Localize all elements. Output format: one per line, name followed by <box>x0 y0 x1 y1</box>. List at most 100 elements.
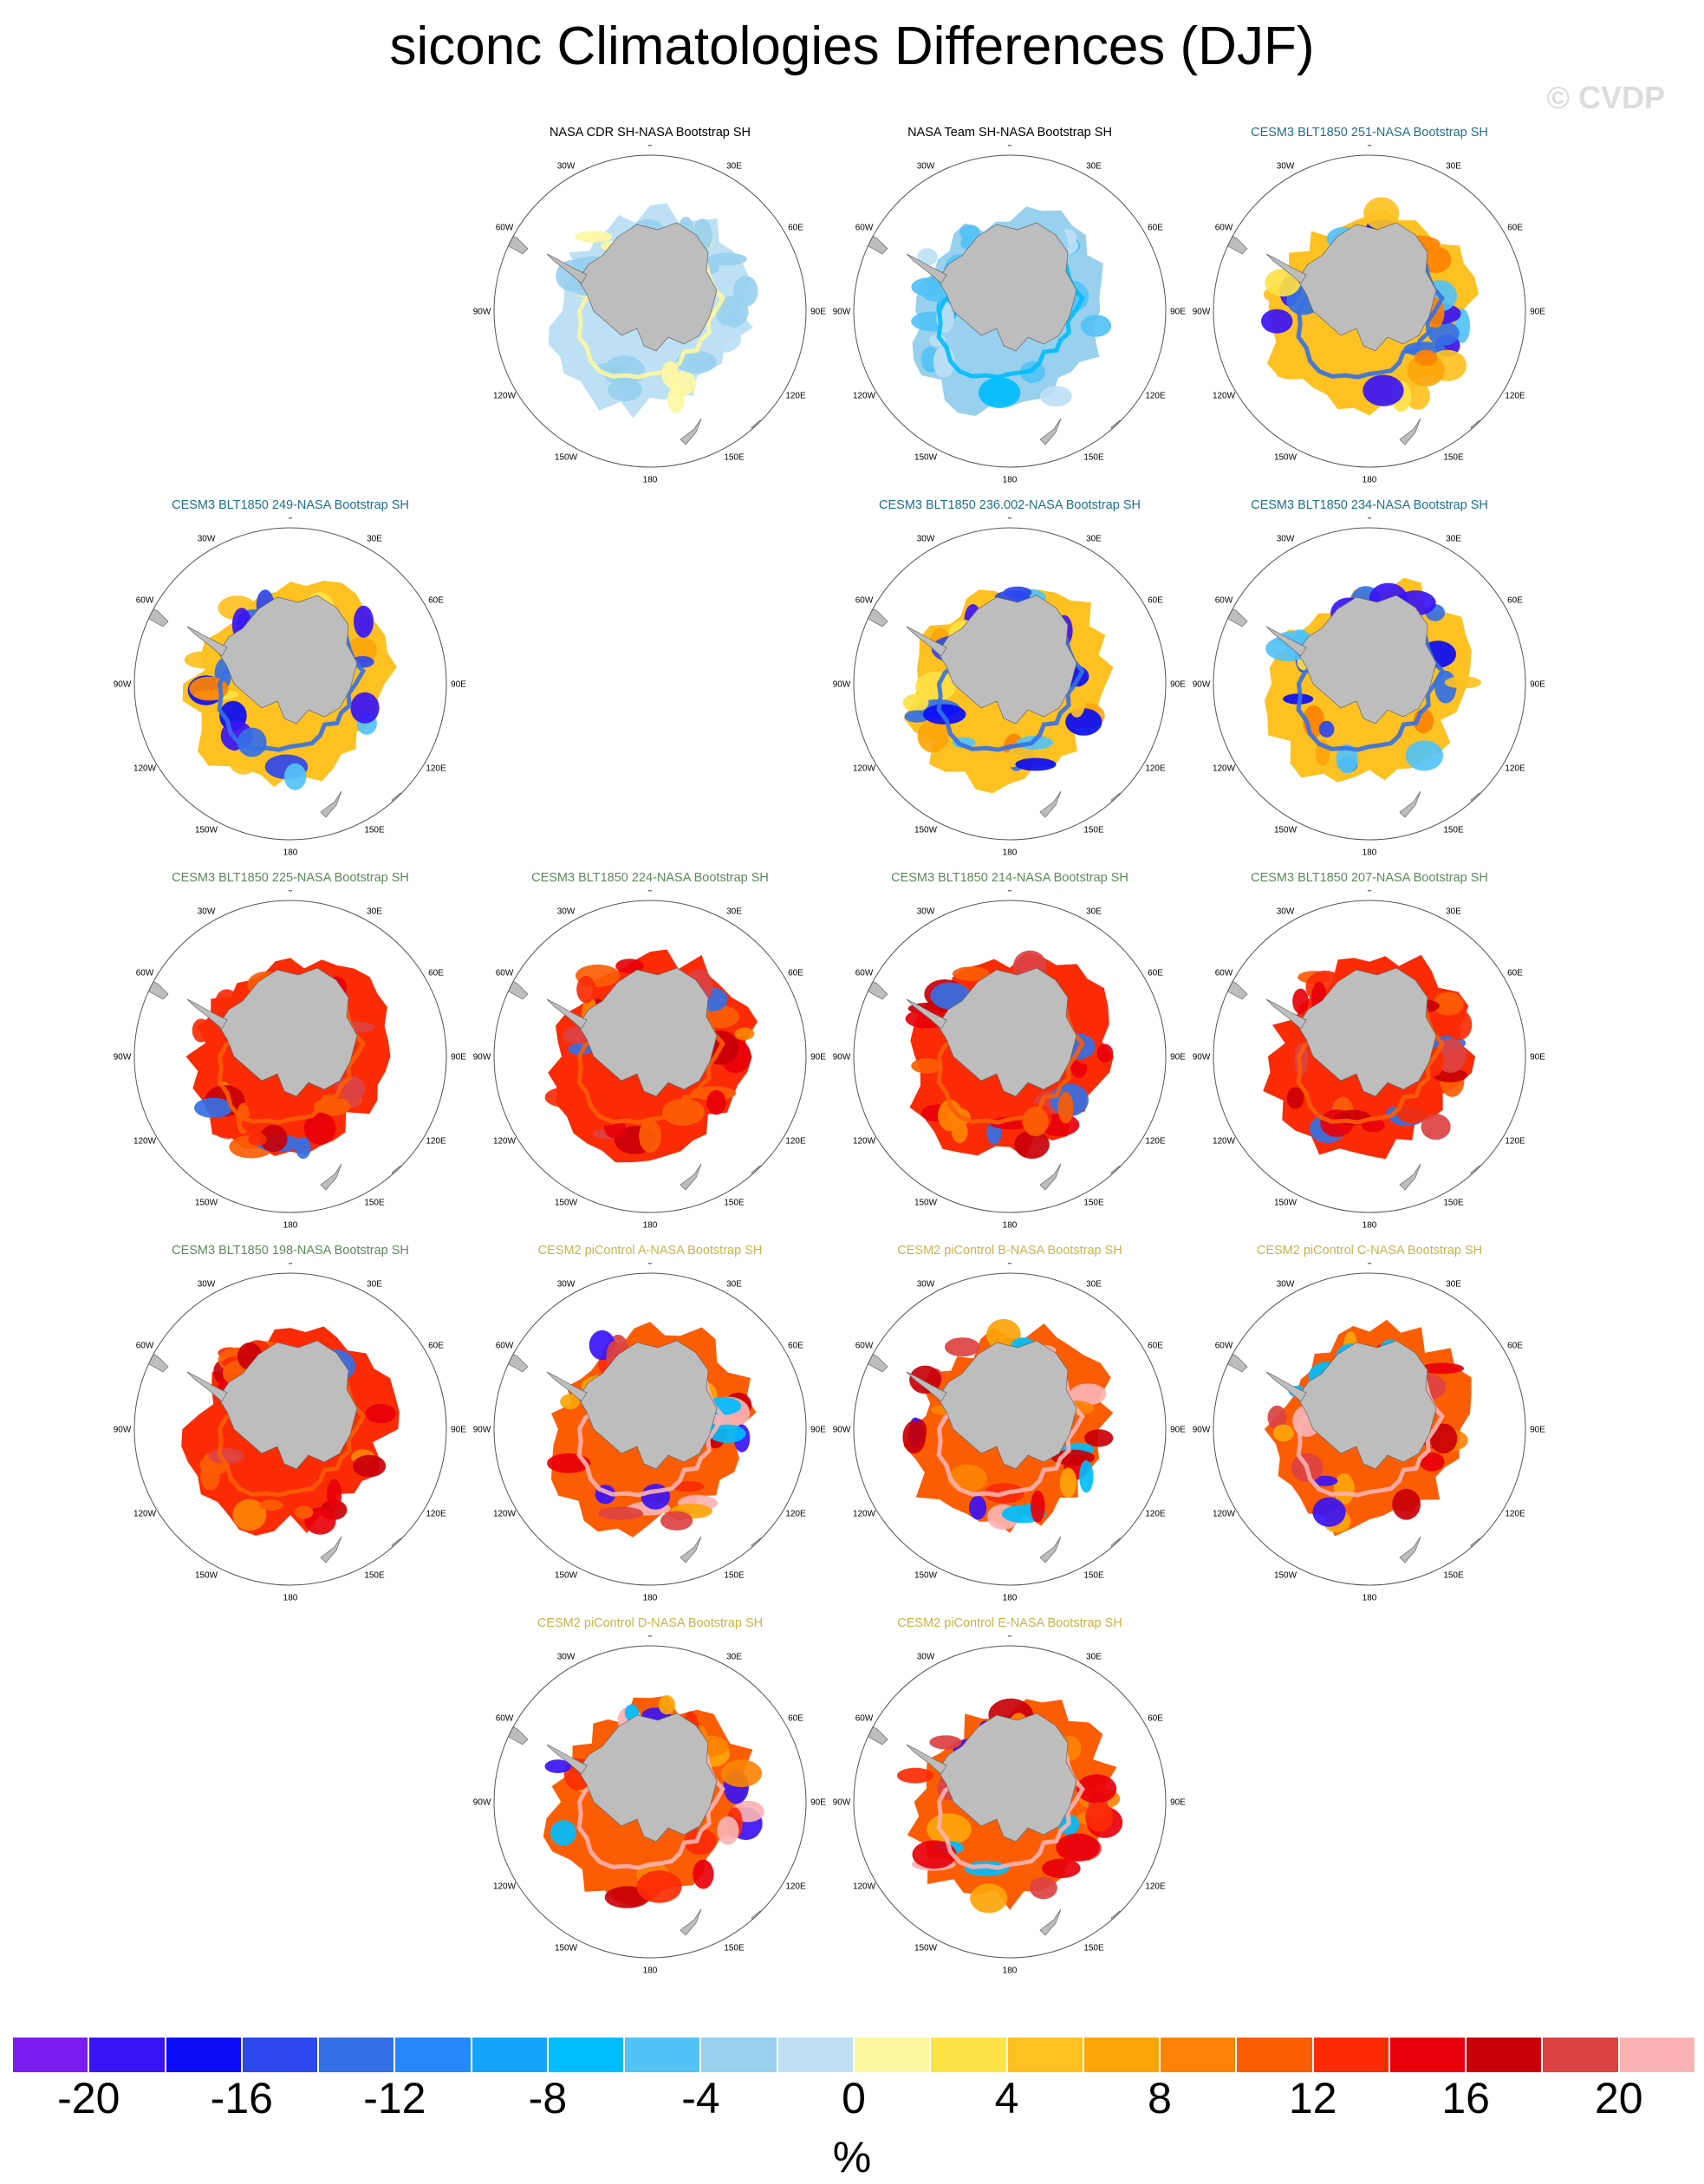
longitude-label: 60W <box>496 1342 514 1351</box>
panel-title: CESM3 BLT1850 198-NASA Bootstrap SH <box>172 1244 409 1258</box>
longitude-label: 0 <box>1367 1263 1372 1267</box>
antarctica-landmass <box>937 595 1077 725</box>
longitude-label: 90W <box>1193 680 1211 690</box>
longitude-label: 150E <box>724 1199 745 1208</box>
colorbar-box <box>930 2037 1007 2073</box>
polar-map: 0 30E 60E 90E 120E 150E 180 150W 120W 90W 60W 30W <box>1193 890 1546 1231</box>
watermark: © CVDP <box>1546 80 1665 115</box>
polar-map: 0 30E 60E 90E 120E 150E 180 150W 120W 90W 60W 30W <box>114 890 467 1231</box>
colorbar-box <box>318 2037 395 2073</box>
longitude-label: 60E <box>788 1342 803 1351</box>
longitude-label: 120W <box>853 764 876 774</box>
longitude-label: 120W <box>133 1137 157 1147</box>
longitude-label: 30E <box>726 162 742 172</box>
longitude-label: 60E <box>1507 596 1523 606</box>
panel-title: CESM2 piControl A-NASA Bootstrap SH <box>537 1244 763 1258</box>
colorbar-units: % <box>832 2133 872 2181</box>
panel-title: CESM3 BLT1850 225-NASA Bootstrap SH <box>172 871 409 885</box>
longitude-label: 60E <box>1148 596 1163 606</box>
longitude-label: 150W <box>555 1944 578 1953</box>
longitude-label: 150W <box>914 1944 938 1953</box>
longitude-label: 180 <box>283 848 298 858</box>
longitude-label: 90W <box>114 680 132 690</box>
longitude-label: 120W <box>133 1510 157 1519</box>
colorbar-box <box>547 2037 625 2073</box>
longitude-label: 30E <box>1086 1653 1102 1662</box>
longitude-label: 30E <box>1446 162 1461 172</box>
polar-map: 0 30E 60E 90E 120E 150E 180 150W 120W 90W 60W 30W <box>833 1635 1187 1976</box>
longitude-label: 60E <box>788 969 803 978</box>
map-panel: CESM3 BLT1850 249-NASA Bootstrap SH 0 30E 6… <box>113 498 468 862</box>
longitude-label: 30W <box>1277 1280 1295 1290</box>
longitude-label: 30E <box>367 1280 382 1290</box>
longitude-label: 180 <box>643 1221 658 1231</box>
longitude-label: 90E <box>1530 1053 1545 1063</box>
polar-map: 0 30E 60E 90E 120E 150E 180 150W 120W 90W 60W 30W <box>1193 1263 1546 1603</box>
map-panel: CESM2 piControl E-NASA Bootstrap SH 0 30E 6… <box>832 1616 1187 1980</box>
polar-map: 0 30E 60E 90E 120E 150E 180 150W 120W 90W 60W 30W <box>114 1263 467 1603</box>
colorbar-tick-label: 20 <box>1594 2074 1643 2122</box>
colorbar-box <box>777 2037 854 2073</box>
map-panel: CESM3 BLT1850 224-NASA Bootstrap SH 0 30E 6… <box>472 871 828 1235</box>
longitude-label: 60W <box>1215 224 1233 233</box>
longitude-label: 60E <box>1507 969 1523 978</box>
longitude-label: 60W <box>855 224 874 233</box>
longitude-label: 60E <box>1148 969 1163 978</box>
longitude-label: 180 <box>1003 1966 1018 1976</box>
longitude-label: 120E <box>1145 1137 1166 1147</box>
longitude-label: 150W <box>914 453 938 463</box>
longitude-label: 90E <box>1170 1053 1186 1063</box>
longitude-label: 150W <box>1274 1199 1298 1208</box>
longitude-label: 180 <box>1363 476 1377 485</box>
map-panel: CESM3 BLT1850 225-NASA Bootstrap SH 0 30E 6… <box>113 871 468 1235</box>
longitude-label: 60W <box>496 969 514 978</box>
longitude-label: 30W <box>1277 535 1295 544</box>
colorbar-box <box>854 2037 931 2073</box>
longitude-label: 30W <box>198 1280 216 1290</box>
longitude-label: 90E <box>1170 680 1186 690</box>
colorbar-box <box>1236 2037 1313 2073</box>
longitude-label: 150W <box>195 1199 218 1208</box>
longitude-label: 120W <box>493 1510 517 1519</box>
longitude-label: 90W <box>114 1426 132 1435</box>
longitude-label: 30E <box>1086 907 1102 917</box>
longitude-label: 30W <box>198 907 216 917</box>
longitude-label: 120W <box>1213 1137 1236 1147</box>
antarctica-landmass <box>577 1713 718 1843</box>
longitude-label: 90E <box>1170 1798 1186 1808</box>
longitude-label: 90W <box>833 680 851 690</box>
longitude-label: 150E <box>1083 1944 1104 1953</box>
longitude-label: 30E <box>726 1653 742 1662</box>
longitude-label: 0 <box>1007 1263 1012 1267</box>
colorbar-box <box>624 2037 701 2073</box>
panel-title: CESM2 piControl E-NASA Bootstrap SH <box>897 1616 1122 1630</box>
antarctica-landmass <box>1297 595 1437 725</box>
antarctica-landmass <box>937 1713 1077 1843</box>
longitude-label: 60E <box>788 224 803 233</box>
longitude-label: 150W <box>1274 826 1298 835</box>
colorbar-box <box>12 2037 89 2073</box>
polar-map: 0 30E 60E 90E 120E 150E 180 150W 120W 90W 60W 30W <box>473 1263 827 1603</box>
longitude-label: 150E <box>1083 1199 1104 1208</box>
colorbar-box <box>471 2037 548 2073</box>
longitude-label: 60W <box>496 224 514 233</box>
longitude-label: 120E <box>1505 764 1525 774</box>
longitude-label: 60W <box>855 596 874 606</box>
polar-map: 0 30E 60E 90E 120E 150E 180 150W 120W 90W 60W 30W <box>1193 517 1546 858</box>
colorbar-tick-label: 0 <box>842 2074 866 2122</box>
panel-title: CESM2 piControl C-NASA Bootstrap SH <box>1256 1244 1483 1258</box>
colorbar-box <box>1618 2037 1695 2073</box>
antarctica-landmass <box>577 222 718 352</box>
longitude-label: 90E <box>451 1426 466 1435</box>
longitude-label: 60E <box>1148 1342 1163 1351</box>
longitude-label: 60W <box>136 1342 154 1351</box>
longitude-label: 90E <box>451 1053 466 1063</box>
longitude-label: 120W <box>493 1882 517 1892</box>
antarctica-landmass <box>1297 222 1437 352</box>
longitude-label: 120W <box>1213 392 1236 401</box>
longitude-label: 30W <box>557 907 576 917</box>
longitude-label: 120E <box>785 1137 806 1147</box>
colorbar-box <box>700 2037 777 2073</box>
longitude-label: 30E <box>1086 535 1102 544</box>
colorbar-box <box>165 2037 242 2073</box>
